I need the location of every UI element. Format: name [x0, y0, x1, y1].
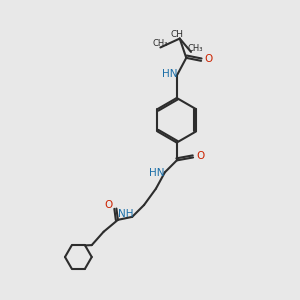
Text: O: O: [204, 54, 213, 64]
Text: CH₃: CH₃: [188, 44, 203, 53]
Text: HN: HN: [149, 168, 164, 178]
Text: O: O: [105, 200, 113, 210]
Text: HN: HN: [162, 69, 177, 79]
Text: NH: NH: [118, 209, 134, 220]
Text: CH: CH: [170, 30, 183, 39]
Text: CH₃: CH₃: [153, 38, 168, 47]
Text: O: O: [196, 151, 205, 161]
